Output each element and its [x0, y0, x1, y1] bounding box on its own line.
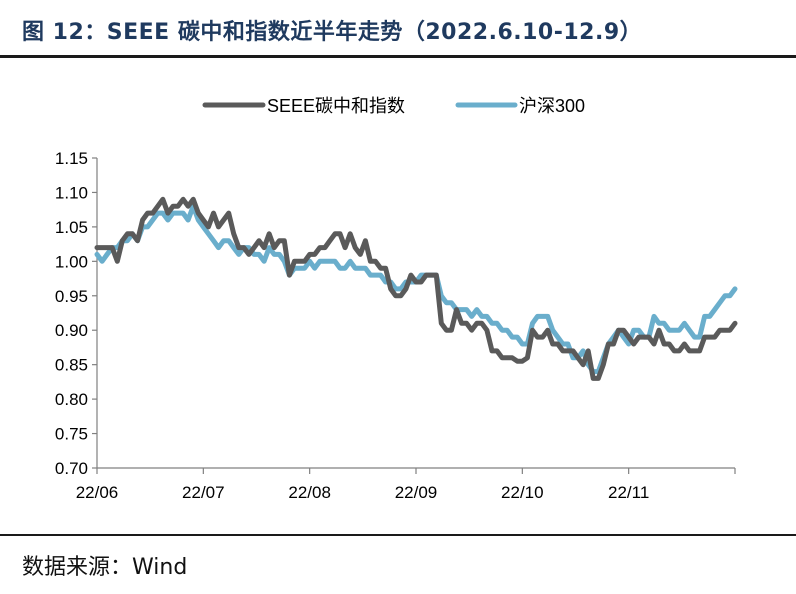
- series-line-hs300: [94, 203, 738, 375]
- bottom-rule: [0, 534, 796, 536]
- x-tick-label: 22/07: [182, 483, 225, 502]
- y-tick-label: 0.95: [55, 287, 88, 306]
- y-tick-label: 1.05: [55, 218, 88, 237]
- chart-title: 图 12：SEEE 碳中和指数近半年走势（2022.6.10-12.9）: [22, 20, 643, 45]
- y-tick-label: 0.90: [55, 321, 88, 340]
- y-tick-label: 1.00: [55, 252, 88, 271]
- y-tick-label: 0.85: [55, 356, 88, 375]
- legend-label-seee: SEEE碳中和指数: [267, 96, 405, 116]
- y-tick-label: 0.70: [55, 459, 88, 478]
- x-tick-label: 22/10: [501, 483, 544, 502]
- y-tick-label: 0.80: [55, 390, 88, 409]
- top-rule: [0, 55, 796, 58]
- y-tick-label: 1.10: [55, 183, 88, 202]
- y-tick-label: 0.75: [55, 425, 88, 444]
- x-tick-label: 22/09: [395, 483, 438, 502]
- legend-label-hs300: 沪深300: [519, 96, 585, 116]
- y-tick-label: 1.15: [55, 149, 88, 168]
- source-note: 数据来源：Wind: [22, 555, 188, 580]
- legend: SEEE碳中和指数 沪深300: [202, 96, 585, 116]
- series-line-seee: [94, 196, 738, 381]
- y-axis: 1.15 1.10 1.05 1.00 0.95 0.90 0.85 0.80 0.75 0.70: [55, 149, 98, 478]
- series-lines: [94, 196, 738, 381]
- x-tick-label: 22/11: [608, 483, 649, 502]
- x-tick-label: 22/06: [76, 483, 119, 502]
- x-tick-label: 22/08: [288, 483, 331, 502]
- x-axis: 22/06 22/07 22/08 22/09 22/10 22/11: [76, 467, 736, 502]
- line-chart: SEEE碳中和指数 沪深300 1.15 1.10 1.05 1.00 0.95 0.90 0…: [55, 96, 738, 502]
